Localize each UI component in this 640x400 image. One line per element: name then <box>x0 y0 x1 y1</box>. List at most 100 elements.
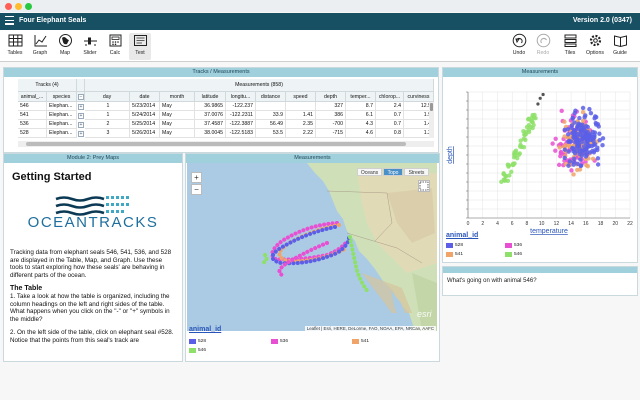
cell-speed[interactable]: 2.22 <box>286 129 316 138</box>
cell-speed[interactable]: 2.35 <box>286 120 316 129</box>
cell-month[interactable]: May <box>160 120 195 129</box>
column-header-species[interactable]: species <box>47 92 77 102</box>
expand-row-button[interactable]: + <box>78 113 84 119</box>
cell-animal[interactable]: 536 <box>18 120 47 129</box>
graph-legend-title[interactable]: animal_id <box>446 232 479 239</box>
text-tile[interactable] <box>442 266 638 296</box>
table-horizontal-scrollbar[interactable] <box>18 141 434 147</box>
cell-species[interactable]: Elephan... <box>47 111 77 120</box>
zoom-in-button[interactable]: + <box>191 172 202 183</box>
cell-distance[interactable]: 53.5 <box>256 129 286 138</box>
map-attribution[interactable]: Leaflet | Esri, HERE, DeLorme, FAO, NOAA… <box>304 326 436 331</box>
maximize-window-button[interactable] <box>25 3 32 10</box>
map-view[interactable]: esri + − Oceans Topo Streets Leaflet | E… <box>187 163 437 331</box>
cell-day[interactable]: 1 <box>85 111 130 120</box>
cell-depth[interactable]: -700 <box>316 120 346 129</box>
tracks-group-header[interactable]: Tracks (4) <box>18 79 77 92</box>
cell-animal[interactable]: 528 <box>18 129 47 138</box>
cell-animal[interactable]: 541 <box>18 111 47 120</box>
cell-chlorophyll[interactable]: 0.7 <box>376 120 404 129</box>
map-tile-title[interactable]: Measurements <box>186 154 439 163</box>
cell-depth[interactable]: -715 <box>316 129 346 138</box>
column-header-latitude[interactable]: latitude <box>195 92 226 102</box>
legend-swatch-541[interactable] <box>352 339 359 344</box>
cell-date[interactable]: 5/25/2014 <box>130 120 160 129</box>
cell-latitude[interactable]: 37.0076 <box>195 111 226 120</box>
cell-day[interactable]: 1 <box>85 102 130 111</box>
legend-swatch-546[interactable] <box>189 348 196 353</box>
column-header-date[interactable]: date <box>130 92 160 102</box>
cell-species[interactable]: Elephan... <box>47 120 77 129</box>
cell-distance[interactable] <box>256 102 286 111</box>
scatter-plot[interactable]: 0 2 4 6 8 10 12 14 16 18 20 22 temperature depth <box>444 77 637 262</box>
scrollbar-thumb[interactable] <box>430 103 433 111</box>
cell-date[interactable]: 5/23/2014 <box>130 102 160 111</box>
cell-longitude[interactable]: -122.237 <box>226 102 256 111</box>
expand-row-button[interactable]: + <box>78 131 84 137</box>
collapse-all-button[interactable]: − <box>78 94 84 100</box>
cell-temperature[interactable]: 8.7 <box>346 102 376 111</box>
tab-streets[interactable]: Streets <box>404 168 429 176</box>
column-header-month[interactable]: month <box>160 92 195 102</box>
column-header-curviness[interactable]: curviness <box>404 92 434 102</box>
column-header-longitude[interactable]: longitu... <box>226 92 256 102</box>
graph-legend-swatch-546[interactable] <box>505 252 512 257</box>
cell-latitude[interactable]: 36.9865 <box>195 102 226 111</box>
select-region-button[interactable] <box>418 180 430 192</box>
measurements-group-header[interactable]: Measurements (858) <box>85 79 434 92</box>
legend-swatch-528[interactable] <box>189 339 196 344</box>
column-header-day[interactable]: day <box>85 92 130 102</box>
column-header-distance[interactable]: distance <box>256 92 286 102</box>
column-header-chlorophyll[interactable]: chlorop... <box>376 92 404 102</box>
table-tile-title[interactable]: Tracks / Measurements <box>4 68 438 77</box>
text-tile-content[interactable]: What's going on with animal 546? <box>447 278 537 284</box>
cell-depth[interactable]: 386 <box>316 111 346 120</box>
cell-speed[interactable]: 1.41 <box>286 111 316 120</box>
column-header-temperature[interactable]: temper... <box>346 92 376 102</box>
text-tile-titlebar[interactable] <box>443 267 637 273</box>
cell-speed[interactable] <box>286 102 316 111</box>
guide-button[interactable]: Guide <box>609 33 631 60</box>
cell-distance[interactable]: 56.49 <box>256 120 286 129</box>
cell-date[interactable]: 5/26/2014 <box>130 129 160 138</box>
calc-tool-button[interactable]: Calc <box>104 33 126 60</box>
document-tile[interactable]: Module 2: Prey Maps <box>3 153 183 362</box>
cell-longitude[interactable]: -122.2311 <box>226 111 256 120</box>
scrollbar-thumb[interactable] <box>26 142 406 146</box>
cell-chlorophyll[interactable]: 2.4 <box>376 102 404 111</box>
table-vertical-scrollbar[interactable] <box>429 102 434 138</box>
graph-legend-swatch-541[interactable] <box>446 252 453 257</box>
column-header-animal[interactable]: animal_... <box>18 92 47 102</box>
cell-day[interactable]: 3 <box>85 129 130 138</box>
graph-legend-swatch-528[interactable] <box>446 243 453 248</box>
map-tool-button[interactable]: Map <box>54 33 76 60</box>
tab-topo[interactable]: Topo <box>383 168 403 176</box>
tiles-button[interactable]: Tiles <box>559 33 581 60</box>
options-button[interactable]: Options <box>584 33 606 60</box>
document-tile-title[interactable]: Module 2: Prey Maps <box>4 154 182 163</box>
text-tool-button[interactable]: Text <box>129 33 151 60</box>
slider-tool-button[interactable]: Slider <box>79 33 101 60</box>
cell-depth[interactable]: 327 <box>316 102 346 111</box>
cell-chlorophyll[interactable]: 0.8 <box>376 129 404 138</box>
minimize-window-button[interactable] <box>15 3 22 10</box>
expand-row-button[interactable]: + <box>78 122 84 128</box>
legend-swatch-536[interactable] <box>271 339 278 344</box>
cell-distance[interactable]: 33.9 <box>256 111 286 120</box>
cell-species[interactable]: Elephan... <box>47 102 77 111</box>
cell-date[interactable]: 5/24/2014 <box>130 111 160 120</box>
cell-month[interactable]: May <box>160 102 195 111</box>
graph-legend-swatch-536[interactable] <box>505 243 512 248</box>
undo-button[interactable]: Undo <box>508 33 530 60</box>
redo-button[interactable]: Redo <box>532 33 554 60</box>
cell-temperature[interactable]: 4.6 <box>346 129 376 138</box>
expand-row-button[interactable]: + <box>78 104 84 110</box>
cell-longitude[interactable]: -122.5183 <box>226 129 256 138</box>
graph-tile-title[interactable]: Measurements <box>443 68 637 77</box>
cell-month[interactable]: May <box>160 129 195 138</box>
menu-icon[interactable] <box>5 16 14 26</box>
cell-animal[interactable]: 546 <box>18 102 47 111</box>
zoom-out-button[interactable]: − <box>191 184 202 195</box>
cell-latitude[interactable]: 37.4587 <box>195 120 226 129</box>
tab-oceans[interactable]: Oceans <box>357 168 382 176</box>
